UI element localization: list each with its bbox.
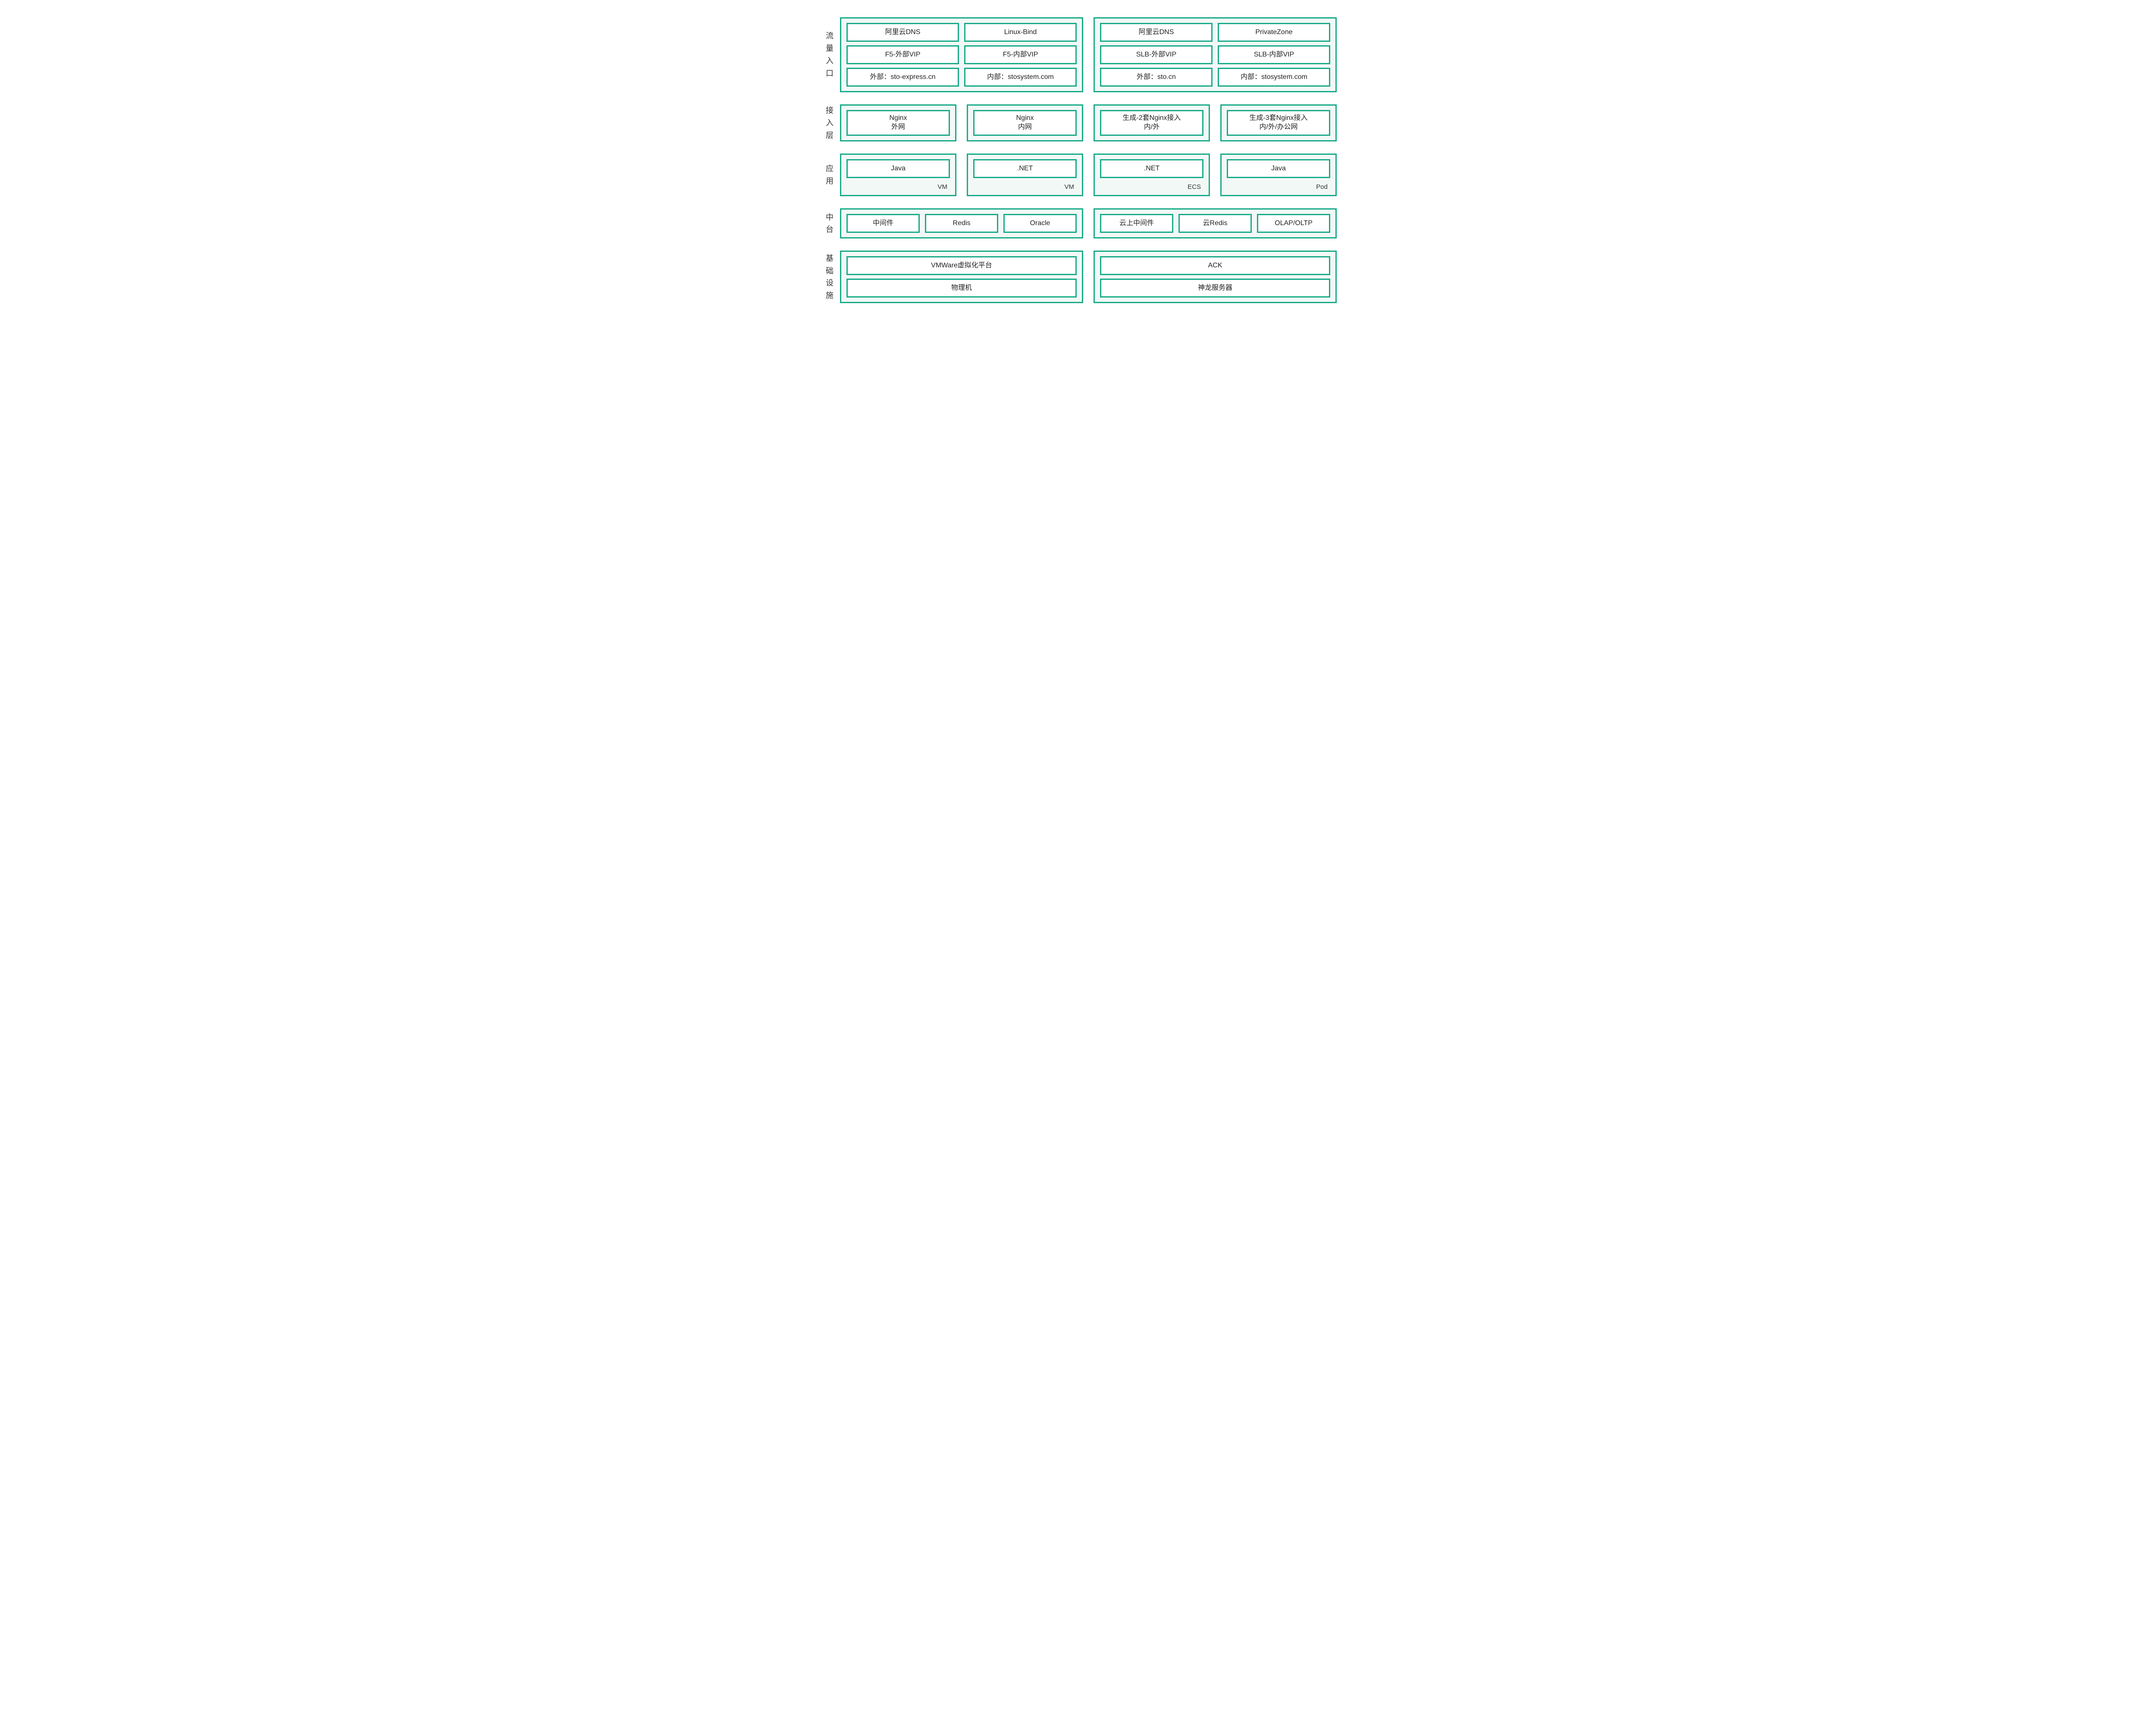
cell-f5-ext-vip: F5-外部VIP bbox=[846, 45, 959, 64]
cell-ack: ACK bbox=[1100, 256, 1330, 275]
cell-app-java-pod: Java bbox=[1227, 159, 1330, 178]
access-panel-1: Nginx 内网 bbox=[967, 104, 1083, 141]
row-traffic: 流 量 入 口 阿里云DNS Linux-Bind F5-外部VIP F5-内部… bbox=[819, 17, 1337, 92]
row-mid: 中 台 中间件 Redis Oracle 云上中间件 云Redis OLAP/O… bbox=[819, 208, 1337, 238]
row-label-mid: 中 台 bbox=[819, 208, 840, 238]
footer-vm-0: VM bbox=[846, 182, 950, 191]
access-panel-3: 生成-3套Nginx接入 内/外/办公网 bbox=[1220, 104, 1337, 141]
cell-int-domain-right: 内部：stosystem.com bbox=[1218, 68, 1330, 87]
cell-line: 内/外/办公网 bbox=[1260, 123, 1298, 132]
cell-app-net-ecs: .NET bbox=[1100, 159, 1203, 178]
cell-nginx-gen3: 生成-3套Nginx接入 内/外/办公网 bbox=[1227, 110, 1330, 136]
cell-nginx-int: Nginx 内网 bbox=[973, 110, 1077, 136]
cell-line: Nginx bbox=[1016, 114, 1034, 123]
cell-int-domain-left: 内部：stosystem.com bbox=[964, 68, 1077, 87]
architecture-diagram: 流 量 入 口 阿里云DNS Linux-Bind F5-外部VIP F5-内部… bbox=[819, 17, 1337, 303]
cell-oracle: Oracle bbox=[1003, 214, 1077, 233]
cell-nginx-gen2: 生成-2套Nginx接入 内/外 bbox=[1100, 110, 1203, 136]
cell-aliyun-dns-left: 阿里云DNS bbox=[846, 23, 959, 42]
cell-f5-int-vip: F5-内部VIP bbox=[964, 45, 1077, 64]
row-infra: 基 础 设 施 VMWare虚拟化平台 物理机 ACK 神龙服务器 bbox=[819, 251, 1337, 303]
row-access: 接 入 层 Nginx 外网 Nginx 内网 生成-2套Nginx接入 内 bbox=[819, 104, 1337, 141]
app-panel-1: .NET VM bbox=[967, 154, 1083, 196]
app-panel-0: Java VM bbox=[840, 154, 956, 196]
cell-line: 生成-3套Nginx接入 bbox=[1249, 114, 1307, 123]
cell-privatezone: PrivateZone bbox=[1218, 23, 1330, 42]
cell-vmware: VMWare虚拟化平台 bbox=[846, 256, 1077, 275]
cell-ext-domain-right: 外部：sto.cn bbox=[1100, 68, 1213, 87]
cell-line: 内网 bbox=[1018, 123, 1032, 132]
row-label-access: 接 入 层 bbox=[819, 104, 840, 141]
cell-line: Nginx bbox=[890, 114, 907, 123]
cell-app-java-vm: Java bbox=[846, 159, 950, 178]
cell-nginx-ext: Nginx 外网 bbox=[846, 110, 950, 136]
mid-right-panel: 云上中间件 云Redis OLAP/OLTP bbox=[1094, 208, 1337, 238]
infra-right-panel: ACK 神龙服务器 bbox=[1094, 251, 1337, 303]
mid-left-panel: 中间件 Redis Oracle bbox=[840, 208, 1083, 238]
row-label-app: 应 用 bbox=[819, 154, 840, 196]
cell-app-net-vm: .NET bbox=[973, 159, 1077, 178]
cell-slb-int-vip: SLB-内部VIP bbox=[1218, 45, 1330, 64]
access-panel-0: Nginx 外网 bbox=[840, 104, 956, 141]
cell-line: 外网 bbox=[891, 123, 905, 132]
traffic-right-panel: 阿里云DNS PrivateZone SLB-外部VIP SLB-内部VIP 外… bbox=[1094, 17, 1337, 92]
row-label-infra: 基 础 设 施 bbox=[819, 251, 840, 303]
cell-line: 内/外 bbox=[1144, 123, 1159, 132]
cell-slb-ext-vip: SLB-外部VIP bbox=[1100, 45, 1213, 64]
row-app: 应 用 Java VM .NET VM .NET ECS Java Pod bbox=[819, 154, 1337, 196]
cell-shenlong: 神龙服务器 bbox=[1100, 279, 1330, 298]
cell-physical: 物理机 bbox=[846, 279, 1077, 298]
infra-left-panel: VMWare虚拟化平台 物理机 bbox=[840, 251, 1083, 303]
traffic-left-panel: 阿里云DNS Linux-Bind F5-外部VIP F5-内部VIP 外部：s… bbox=[840, 17, 1083, 92]
cell-ext-domain-left: 外部：sto-express.cn bbox=[846, 68, 959, 87]
footer-pod: Pod bbox=[1227, 182, 1330, 191]
row-label-traffic: 流 量 入 口 bbox=[819, 17, 840, 92]
cell-olap-oltp: OLAP/OLTP bbox=[1257, 214, 1330, 233]
cell-aliyun-dns-right: 阿里云DNS bbox=[1100, 23, 1213, 42]
cell-line: 生成-2套Nginx接入 bbox=[1122, 114, 1181, 123]
app-panel-3: Java Pod bbox=[1220, 154, 1337, 196]
cell-cloud-redis: 云Redis bbox=[1178, 214, 1252, 233]
access-panel-2: 生成-2套Nginx接入 内/外 bbox=[1094, 104, 1210, 141]
cell-linux-bind: Linux-Bind bbox=[964, 23, 1077, 42]
cell-redis: Redis bbox=[925, 214, 998, 233]
cell-cloud-middleware: 云上中间件 bbox=[1100, 214, 1173, 233]
footer-ecs: ECS bbox=[1100, 182, 1203, 191]
app-panel-2: .NET ECS bbox=[1094, 154, 1210, 196]
cell-middleware: 中间件 bbox=[846, 214, 920, 233]
footer-vm-1: VM bbox=[973, 182, 1077, 191]
